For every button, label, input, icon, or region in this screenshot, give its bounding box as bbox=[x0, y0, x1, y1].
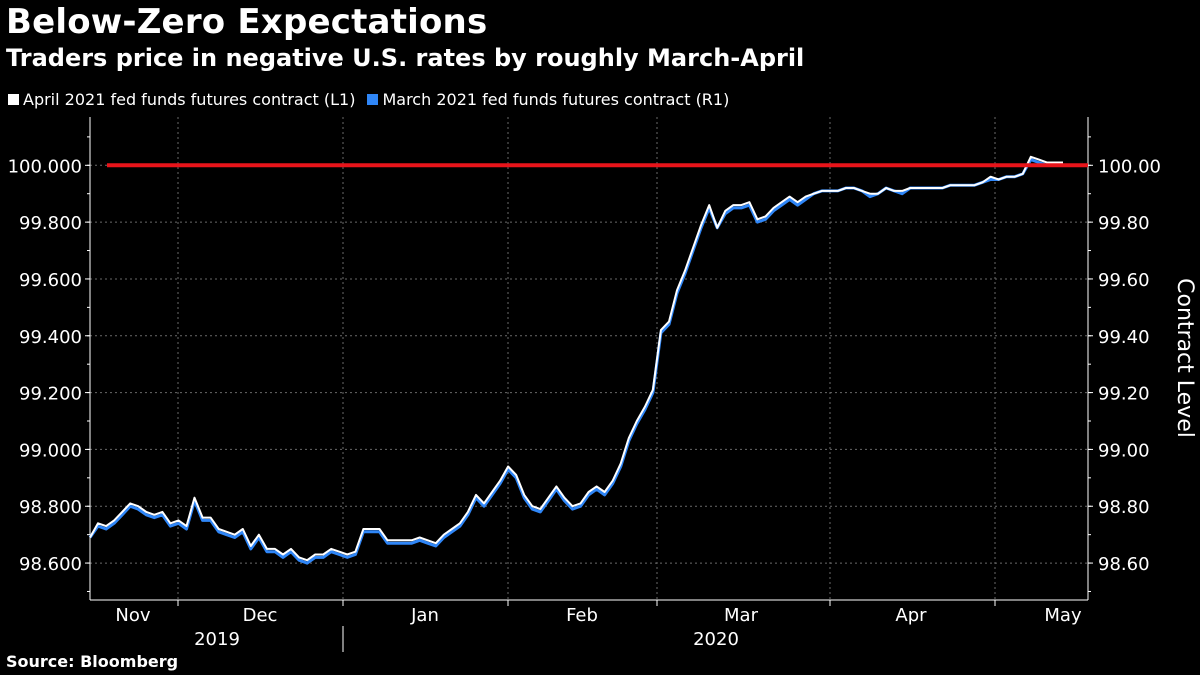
x-month-label-may: May bbox=[1044, 605, 1082, 626]
left-tick-label: 99.800 bbox=[19, 213, 82, 234]
left-tick-label: 100.000 bbox=[8, 156, 82, 177]
legend-label-april: April 2021 fed funds futures contract (L… bbox=[23, 90, 356, 109]
x-month-label-dec: Dec bbox=[243, 605, 278, 626]
left-tick-label: 99.200 bbox=[19, 384, 82, 405]
right-tick-label: 98.60 bbox=[1098, 554, 1150, 575]
left-tick-label: 99.600 bbox=[19, 270, 82, 291]
right-tick-label: 99.60 bbox=[1098, 270, 1150, 291]
left-tick-label: 98.600 bbox=[19, 554, 82, 575]
left-tick-label: 99.000 bbox=[19, 440, 82, 461]
right-tick-label: 98.80 bbox=[1098, 497, 1150, 518]
legend-swatch-march bbox=[367, 94, 379, 105]
chart-subtitle: Traders price in negative U.S. rates by … bbox=[6, 44, 805, 72]
series-line-march bbox=[88, 158, 1063, 565]
chart-title: Below-Zero Expectations bbox=[6, 2, 488, 42]
legend-swatch-april bbox=[8, 94, 19, 105]
right-tick-label: 99.80 bbox=[1098, 213, 1150, 234]
right-axis-title: Contract Level bbox=[1172, 278, 1197, 438]
series-line-april bbox=[89, 155, 1063, 562]
x-year-label-2020: 2020 bbox=[693, 629, 739, 650]
right-tick-label: 99.40 bbox=[1098, 327, 1150, 348]
legend-item-april: April 2021 fed funds futures contract (L… bbox=[8, 90, 355, 109]
left-tick-label: 98.800 bbox=[19, 497, 82, 518]
right-tick-label: 100.00 bbox=[1098, 156, 1161, 177]
right-tick-label: 99.00 bbox=[1098, 440, 1150, 461]
legend-item-march: March 2021 fed funds futures contract (R… bbox=[367, 90, 729, 109]
x-month-label-mar: Mar bbox=[724, 605, 759, 626]
left-tick-label: 99.400 bbox=[19, 327, 82, 348]
x-month-label-feb: Feb bbox=[566, 605, 598, 626]
x-month-label-nov: Nov bbox=[115, 605, 150, 626]
x-year-label-2019: 2019 bbox=[194, 629, 240, 650]
x-month-label-jan: Jan bbox=[410, 605, 439, 626]
right-tick-label: 99.20 bbox=[1098, 384, 1150, 405]
x-month-label-apr: Apr bbox=[895, 605, 927, 626]
source-note: Source: Bloomberg bbox=[6, 652, 179, 671]
legend-label-march: March 2021 fed funds futures contract (R… bbox=[382, 90, 730, 109]
legend: April 2021 fed funds futures contract (L… bbox=[8, 90, 729, 109]
